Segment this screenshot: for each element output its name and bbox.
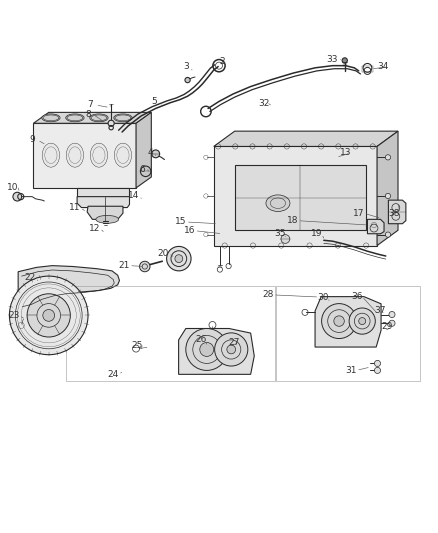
Text: 37: 37 — [374, 305, 385, 314]
Circle shape — [321, 304, 357, 338]
Text: 7: 7 — [87, 100, 93, 109]
Circle shape — [359, 318, 366, 325]
Polygon shape — [367, 220, 384, 234]
Circle shape — [227, 345, 236, 354]
Ellipse shape — [90, 114, 108, 122]
Text: 27: 27 — [229, 338, 240, 348]
Text: 35: 35 — [274, 229, 286, 238]
Polygon shape — [214, 147, 377, 246]
Text: 17: 17 — [353, 209, 364, 218]
Circle shape — [27, 294, 71, 337]
Text: 26: 26 — [195, 335, 206, 344]
Circle shape — [385, 155, 391, 160]
Text: 10: 10 — [7, 183, 19, 192]
Circle shape — [389, 311, 395, 318]
Polygon shape — [87, 206, 123, 220]
Text: 3: 3 — [184, 62, 189, 71]
Text: 15: 15 — [175, 217, 186, 227]
Text: 28: 28 — [262, 290, 274, 300]
Ellipse shape — [266, 195, 290, 212]
Circle shape — [185, 77, 190, 83]
Ellipse shape — [90, 143, 108, 167]
Circle shape — [281, 235, 290, 244]
Text: 8: 8 — [85, 110, 91, 119]
Circle shape — [385, 193, 391, 199]
Polygon shape — [179, 328, 254, 374]
Circle shape — [215, 333, 248, 366]
Ellipse shape — [91, 115, 107, 120]
Text: 31: 31 — [345, 366, 357, 375]
Polygon shape — [377, 131, 398, 246]
Text: 16: 16 — [184, 226, 195, 235]
Polygon shape — [18, 265, 120, 308]
Ellipse shape — [66, 143, 84, 167]
Circle shape — [152, 150, 159, 158]
Text: 38: 38 — [389, 209, 400, 218]
Text: 23: 23 — [8, 311, 19, 320]
Ellipse shape — [42, 114, 60, 122]
Text: 13: 13 — [340, 149, 351, 157]
Circle shape — [175, 255, 183, 263]
Ellipse shape — [43, 115, 59, 120]
Polygon shape — [235, 165, 366, 230]
Text: 36: 36 — [351, 292, 362, 301]
Text: 33: 33 — [327, 54, 338, 63]
Ellipse shape — [42, 143, 60, 167]
Polygon shape — [77, 188, 130, 197]
Circle shape — [389, 320, 395, 326]
Text: 32: 32 — [258, 99, 269, 108]
Text: 11: 11 — [69, 203, 81, 212]
Ellipse shape — [66, 114, 84, 122]
Circle shape — [108, 120, 114, 126]
Polygon shape — [389, 200, 406, 224]
Polygon shape — [214, 131, 398, 147]
Circle shape — [374, 360, 381, 367]
Circle shape — [200, 343, 214, 357]
Text: 22: 22 — [25, 273, 36, 282]
Text: 9: 9 — [29, 135, 35, 144]
Text: 4: 4 — [147, 148, 153, 157]
Polygon shape — [77, 197, 130, 207]
Text: 12: 12 — [89, 223, 100, 232]
Text: 6: 6 — [140, 165, 145, 174]
Circle shape — [342, 58, 347, 63]
Text: 14: 14 — [128, 191, 140, 200]
Polygon shape — [33, 123, 136, 188]
Ellipse shape — [114, 114, 132, 122]
Circle shape — [166, 246, 191, 271]
Text: 34: 34 — [377, 62, 389, 71]
Circle shape — [349, 308, 375, 334]
Ellipse shape — [115, 115, 131, 120]
Circle shape — [186, 328, 228, 370]
Circle shape — [43, 310, 55, 321]
Text: 30: 30 — [317, 293, 328, 302]
Text: 24: 24 — [108, 370, 119, 379]
Text: 2: 2 — [220, 57, 225, 66]
Ellipse shape — [96, 215, 119, 223]
Polygon shape — [315, 297, 381, 347]
Text: 25: 25 — [131, 342, 143, 351]
Polygon shape — [136, 112, 151, 188]
Circle shape — [13, 192, 21, 201]
Circle shape — [385, 232, 391, 237]
Text: 18: 18 — [286, 216, 298, 225]
Text: 20: 20 — [157, 249, 169, 258]
Text: 19: 19 — [311, 229, 322, 238]
Circle shape — [10, 276, 88, 354]
Ellipse shape — [114, 143, 132, 167]
Text: 5: 5 — [152, 97, 157, 106]
Text: 21: 21 — [118, 261, 130, 270]
Ellipse shape — [67, 115, 83, 120]
Circle shape — [374, 367, 381, 374]
Polygon shape — [33, 112, 151, 123]
Circle shape — [334, 316, 344, 326]
Text: 29: 29 — [381, 322, 393, 331]
Circle shape — [140, 261, 150, 272]
